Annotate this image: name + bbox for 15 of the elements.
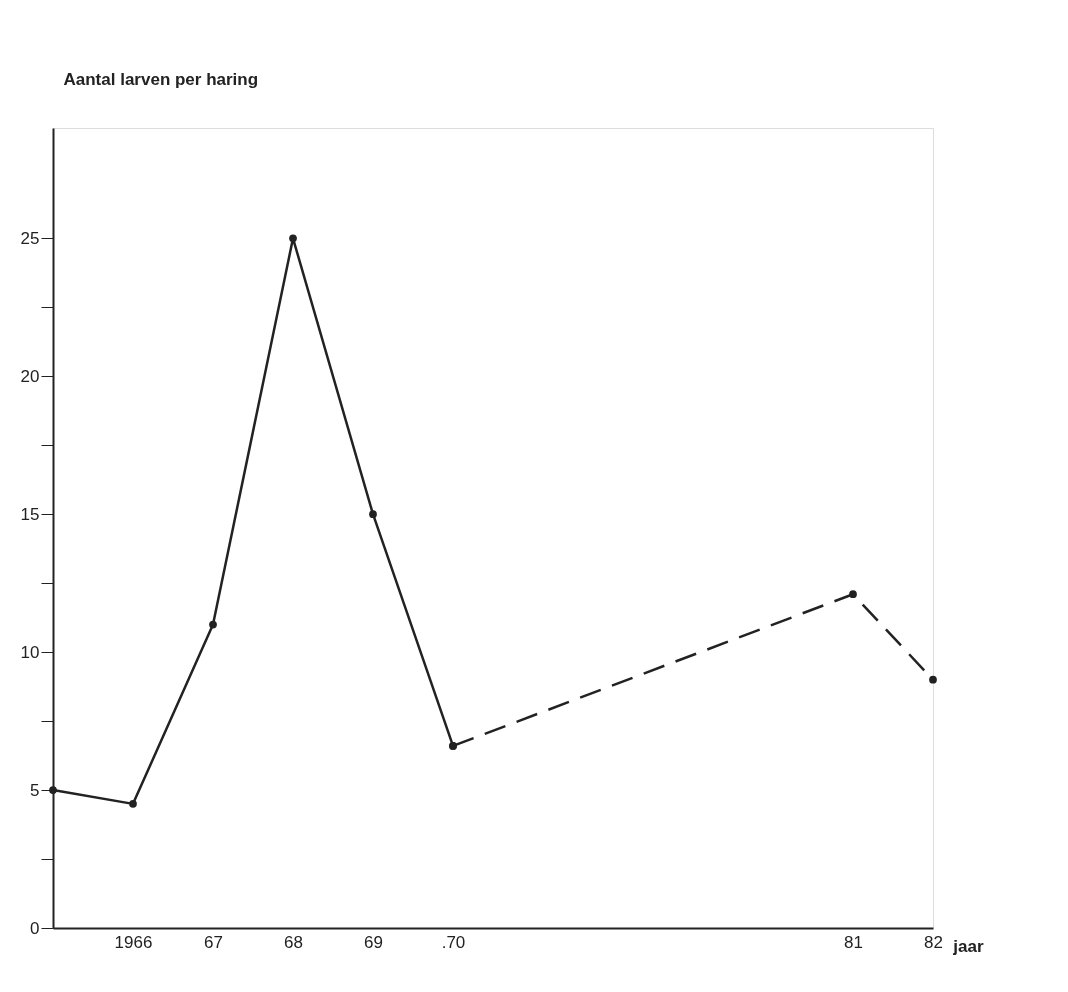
x-axis-title: jaar xyxy=(952,936,984,956)
x-tick-label: 68 xyxy=(284,932,303,952)
y-tick-label: 5 xyxy=(30,780,40,800)
y-tick-label: 10 xyxy=(20,642,40,662)
x-tick-label: 82 xyxy=(924,932,943,952)
x-tick-label: .70 xyxy=(441,932,466,952)
x-tick-label: 1966 xyxy=(114,932,153,952)
y-tick-label: 15 xyxy=(20,504,40,524)
y-tick-label: 0 xyxy=(30,918,40,938)
x-tick-label: 81 xyxy=(844,932,863,952)
y-axis-title: Aantal larven per haring xyxy=(63,69,259,89)
y-tick-label: 20 xyxy=(20,366,40,386)
x-tick-label: 67 xyxy=(204,932,223,952)
y-tick-label: 25 xyxy=(20,228,40,248)
x-tick-label: 69 xyxy=(364,932,383,952)
